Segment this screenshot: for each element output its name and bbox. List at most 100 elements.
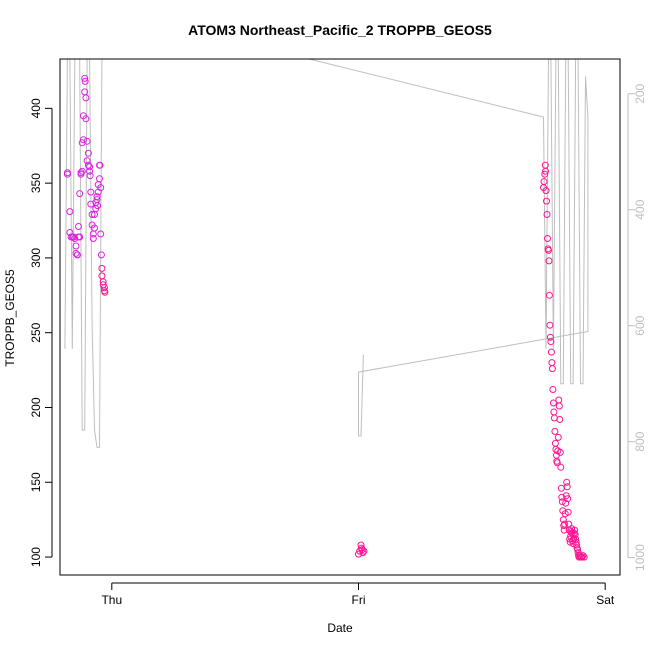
data-point xyxy=(541,170,549,178)
data-point xyxy=(540,178,548,186)
data-point xyxy=(579,552,587,560)
data-point xyxy=(545,246,552,254)
line-layer xyxy=(64,58,589,448)
x-axis-title: Date xyxy=(327,621,353,635)
data-point xyxy=(81,77,89,85)
x-tick-label: Sat xyxy=(596,593,615,607)
right-tick-label: 800 xyxy=(633,431,647,451)
right-tick-label: 200 xyxy=(633,83,647,103)
data-point xyxy=(91,224,98,232)
data-point xyxy=(66,208,74,216)
data-point xyxy=(547,338,555,346)
data-point xyxy=(73,251,81,259)
data-point xyxy=(546,333,554,341)
y-tick-label: 350 xyxy=(29,173,43,193)
data-point xyxy=(84,149,92,157)
y-tick-label: 150 xyxy=(29,472,43,492)
data-point xyxy=(560,522,568,530)
data-point xyxy=(357,541,365,549)
data-point xyxy=(88,211,96,218)
data-point xyxy=(76,233,84,241)
data-point xyxy=(86,172,94,180)
data-point xyxy=(549,399,557,407)
points-layer xyxy=(63,74,588,561)
data-point xyxy=(555,396,563,404)
data-point xyxy=(78,167,86,175)
right-tick-label: 400 xyxy=(633,199,647,219)
data-point xyxy=(100,284,108,292)
data-point xyxy=(564,495,572,503)
data-point xyxy=(96,161,104,169)
data-point xyxy=(75,223,82,230)
data-point xyxy=(359,549,367,557)
data-point xyxy=(554,433,562,441)
data-point xyxy=(552,445,560,453)
data-point xyxy=(543,197,550,205)
data-point xyxy=(101,288,109,296)
data-point xyxy=(548,365,556,373)
data-point xyxy=(545,291,553,299)
data-point xyxy=(63,170,71,178)
data-point xyxy=(558,498,566,506)
data-point xyxy=(576,552,584,560)
data-point xyxy=(548,359,556,367)
chart-title: ATOM3 Northeast_Pacific_2 TROPPB_GEOS5 xyxy=(188,22,492,38)
data-point xyxy=(87,200,95,208)
y-tick-label: 200 xyxy=(29,397,43,417)
right-tick-label: 600 xyxy=(633,315,647,335)
data-point xyxy=(580,553,588,561)
data-point xyxy=(575,553,583,561)
data-point xyxy=(563,478,571,486)
data-point xyxy=(571,531,579,539)
data-point xyxy=(358,546,366,554)
data-point xyxy=(556,416,564,423)
y-tick-label: 250 xyxy=(29,322,43,342)
data-point xyxy=(97,184,105,192)
data-point xyxy=(89,235,97,242)
data-point xyxy=(87,188,95,196)
data-point xyxy=(96,175,103,183)
data-point xyxy=(549,386,557,393)
right-tick-label: 1000 xyxy=(633,544,647,571)
y-tick-label: 100 xyxy=(29,547,43,567)
data-point xyxy=(561,520,569,528)
data-point xyxy=(563,483,571,491)
data-point xyxy=(546,321,554,329)
data-point xyxy=(578,553,586,561)
data-point xyxy=(550,408,558,416)
data-point xyxy=(71,235,79,242)
data-point xyxy=(562,499,570,507)
data-point xyxy=(551,427,559,435)
series-line xyxy=(64,58,589,448)
data-point xyxy=(82,94,90,102)
y-tick-label: 300 xyxy=(29,248,43,268)
data-point xyxy=(551,439,559,447)
data-point xyxy=(93,193,101,201)
data-point xyxy=(82,115,90,123)
plot-frame xyxy=(59,58,621,576)
data-point xyxy=(97,251,105,259)
axes-layer: 100 150 200 250 300 350 400 Thu Fri Sat 200 400 600 8… xyxy=(29,83,647,607)
data-point xyxy=(542,187,550,195)
y-axis-title: TROPPB_GEOS5 xyxy=(3,269,17,367)
data-point xyxy=(86,167,94,175)
data-point xyxy=(72,249,80,257)
data-point xyxy=(81,74,89,82)
data-point xyxy=(360,547,368,555)
data-point xyxy=(97,230,105,238)
data-point xyxy=(557,484,565,492)
data-point xyxy=(564,508,572,516)
data-point xyxy=(79,136,87,144)
data-point xyxy=(555,402,563,410)
data-point xyxy=(573,541,581,549)
data-point xyxy=(542,167,549,175)
data-point xyxy=(98,272,106,280)
y-tick-label: 400 xyxy=(29,98,43,118)
data-point xyxy=(571,526,579,534)
data-point xyxy=(94,202,101,210)
data-point xyxy=(86,163,94,171)
data-point xyxy=(553,459,561,467)
data-point xyxy=(83,157,91,165)
